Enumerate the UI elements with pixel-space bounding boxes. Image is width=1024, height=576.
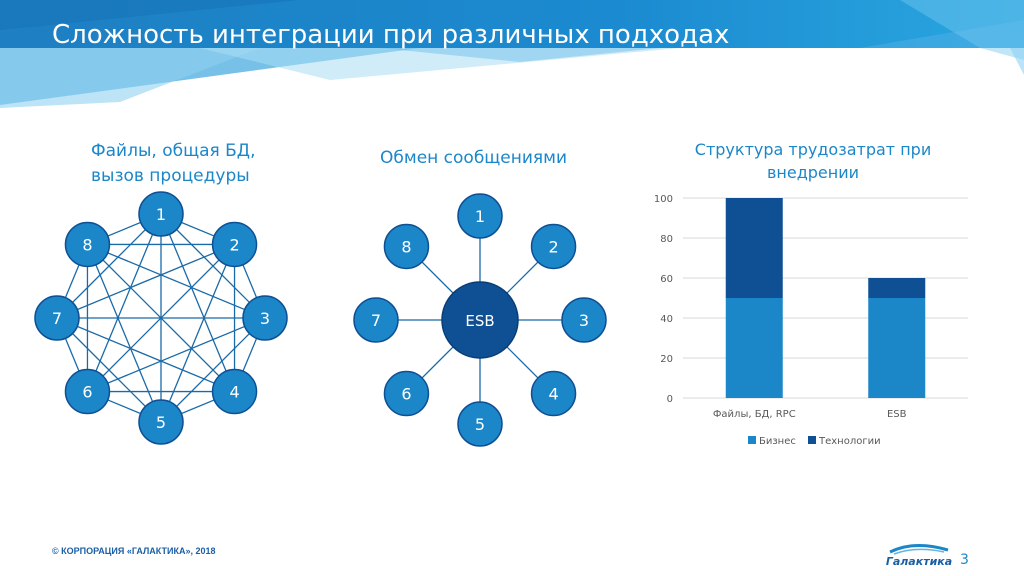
mesh-connection-line (160, 244, 236, 423)
mesh-connection-line (160, 213, 236, 392)
middle-diagram-title: Обмен сообщениями (380, 148, 568, 168)
mesh-node-1 (138, 191, 184, 237)
mesh-node-label: 6 (82, 383, 92, 402)
esb-node-label: 8 (401, 237, 411, 256)
page-number: 3 (960, 552, 969, 568)
footer-copyright: © КОРПОРАЦИЯ «ГАЛАКТИКА», 2018 (52, 546, 216, 556)
left-diagram-title: Файлы, общая БД, вызов процедуры (91, 139, 256, 189)
chart-y-tick-label: 80 (660, 234, 673, 245)
header-banner (0, 0, 1024, 108)
chart-y-tick-label: 40 (660, 314, 673, 325)
esb-node-label: 6 (401, 385, 411, 404)
chart-y-tick-label: 60 (660, 274, 673, 285)
mesh-node-4 (211, 368, 258, 415)
svg-text:Галактика: Галактика (886, 555, 952, 568)
esb-node-label: 2 (548, 237, 558, 256)
legend-swatch (808, 436, 816, 444)
mesh-connection-line (87, 243, 266, 319)
galaktika-logo: Галактика (886, 544, 952, 568)
mesh-connection-line (56, 243, 235, 319)
esb-node-1 (457, 193, 503, 239)
esb-node-8 (383, 223, 430, 270)
chart-x-tick-label: ESB (887, 409, 907, 420)
chart-y-tick-label: 100 (654, 194, 673, 205)
mesh-connection-line (56, 317, 162, 423)
mesh-node-2 (211, 221, 258, 268)
chart-x-ticks: Файлы, БД, RPC ESB (713, 409, 907, 420)
esb-node-2 (530, 223, 577, 270)
mesh-connection-line (87, 244, 235, 392)
mesh-node-7 (34, 295, 80, 341)
bar-business-1 (868, 298, 926, 398)
mesh-nodes: 1 2 3 4 5 6 7 8 (34, 191, 288, 445)
slide-title: Сложность интеграции при различных подхо… (52, 20, 730, 50)
mesh-node-label: 3 (260, 309, 270, 328)
mesh-node-label: 2 (229, 235, 239, 254)
legend-label: Бизнес (759, 436, 796, 447)
mesh-node-3 (242, 295, 288, 341)
esb-hub (441, 281, 519, 359)
chart-y-tick-label: 0 (667, 394, 673, 405)
mesh-node-label: 7 (52, 309, 62, 328)
mesh-node-label: 4 (229, 383, 239, 402)
chart-y-tick-label: 20 (660, 354, 673, 365)
mesh-connection-line (86, 244, 162, 423)
mesh-node-6 (64, 368, 111, 415)
chart-legend: Бизнес Технологии (748, 436, 881, 447)
esb-node-label: 1 (475, 207, 485, 226)
esb-node-4 (530, 370, 577, 417)
bar-technology-0 (725, 198, 783, 298)
mesh-connection-line (56, 317, 235, 393)
chart-title: Структура трудозатрат при внедрении (653, 138, 973, 184)
esb-nodes: 1 2 3 4 5 6 7 8 (353, 193, 607, 447)
mesh-node-label: 1 (156, 205, 166, 224)
chart-bars (725, 198, 926, 398)
mesh-connection-line (86, 213, 162, 392)
legend-swatch (748, 436, 756, 444)
legend-label: Технологии (818, 436, 881, 447)
mesh-node-label: 5 (156, 413, 166, 432)
left-diagram-title-line2: вызов процедуры (91, 166, 250, 186)
esb-node-label: 5 (475, 415, 485, 434)
chart-title-line1: Структура трудозатрат при (694, 140, 932, 159)
bar-technology-1 (868, 278, 926, 298)
esb-node-label: 7 (371, 311, 381, 330)
mesh-connection-line (87, 317, 266, 393)
esb-hub-label: ESB (465, 312, 494, 330)
chart-x-tick-label: Файлы, БД, RPC (713, 409, 796, 420)
mesh-node-label: 8 (82, 235, 92, 254)
esb-node-7 (353, 297, 399, 343)
chart-title-line2: внедрении (766, 163, 860, 182)
esb-node-3 (561, 297, 607, 343)
mesh-node-8 (64, 221, 111, 268)
esb-node-label: 3 (579, 311, 589, 330)
bar-business-0 (725, 298, 783, 398)
esb-node-6 (383, 370, 430, 417)
esb-node-5 (457, 401, 503, 447)
left-diagram-title-line1: Файлы, общая БД, (91, 141, 256, 161)
chart-y-ticks: 0 20 40 60 80 100 (654, 194, 673, 405)
mesh-node-5 (138, 399, 184, 445)
esb-node-label: 4 (548, 385, 558, 404)
